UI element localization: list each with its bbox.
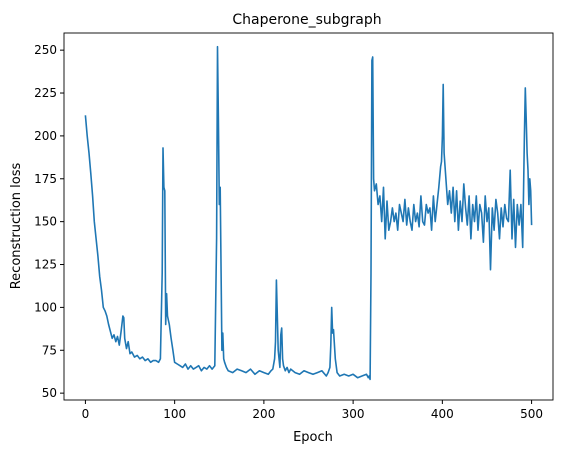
x-axis-label: Epoch <box>293 430 333 445</box>
y-tick-label: 125 <box>34 258 57 272</box>
x-tick-label: 100 <box>163 407 186 421</box>
x-ticks: 0 100 200 300 400 500 <box>82 400 543 421</box>
x-tick-label: 300 <box>342 407 365 421</box>
y-tick-label: 75 <box>42 343 57 357</box>
x-tick-label: 400 <box>431 407 454 421</box>
x-tick-label: 500 <box>520 407 543 421</box>
y-ticks: 50 75 100 125 150 175 200 225 250 <box>34 43 64 400</box>
y-tick-label: 225 <box>34 86 57 100</box>
y-tick-label: 250 <box>34 43 57 57</box>
plot-frame <box>63 32 554 401</box>
loss-line <box>84 45 533 381</box>
y-tick-label: 175 <box>34 172 57 186</box>
x-tick-label: 200 <box>252 407 275 421</box>
y-tick-label: 100 <box>34 300 57 314</box>
y-tick-label: 200 <box>34 129 57 143</box>
y-axis-label: Reconstruction loss <box>9 163 24 290</box>
y-tick-label: 50 <box>42 386 57 400</box>
chart-title: Chaperone_subgraph <box>232 12 381 28</box>
y-tick-label: 150 <box>34 215 57 229</box>
x-tick-label: 0 <box>82 407 90 421</box>
